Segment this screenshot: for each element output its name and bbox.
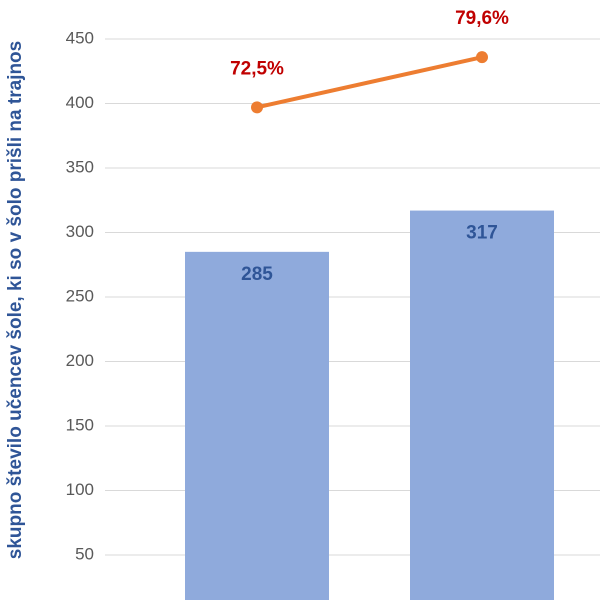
- y-tick-label: 350: [66, 157, 94, 176]
- y-tick-label: 150: [66, 415, 94, 434]
- y-tick-label: 50: [75, 544, 94, 563]
- line-point: [476, 51, 488, 64]
- line-value-label: 72,5%: [230, 58, 284, 79]
- y-tick-label: 100: [66, 480, 94, 499]
- line: [256, 55, 483, 110]
- y-axis-title: skupno število učencev šole, ki so v šol…: [5, 41, 26, 559]
- y-tick-label: 300: [66, 222, 94, 241]
- bar-value-label: 285: [241, 264, 273, 285]
- y-tick-label: 450: [66, 28, 94, 47]
- line-value-label: 79,6%: [455, 8, 509, 29]
- bar-value-label: 317: [466, 223, 498, 244]
- bar: [185, 251, 329, 600]
- bar: [410, 210, 554, 600]
- line-point: [251, 101, 263, 114]
- y-tick-label: 250: [66, 286, 94, 305]
- y-tick-label: 400: [66, 93, 94, 112]
- y-tick-label: 200: [66, 351, 94, 370]
